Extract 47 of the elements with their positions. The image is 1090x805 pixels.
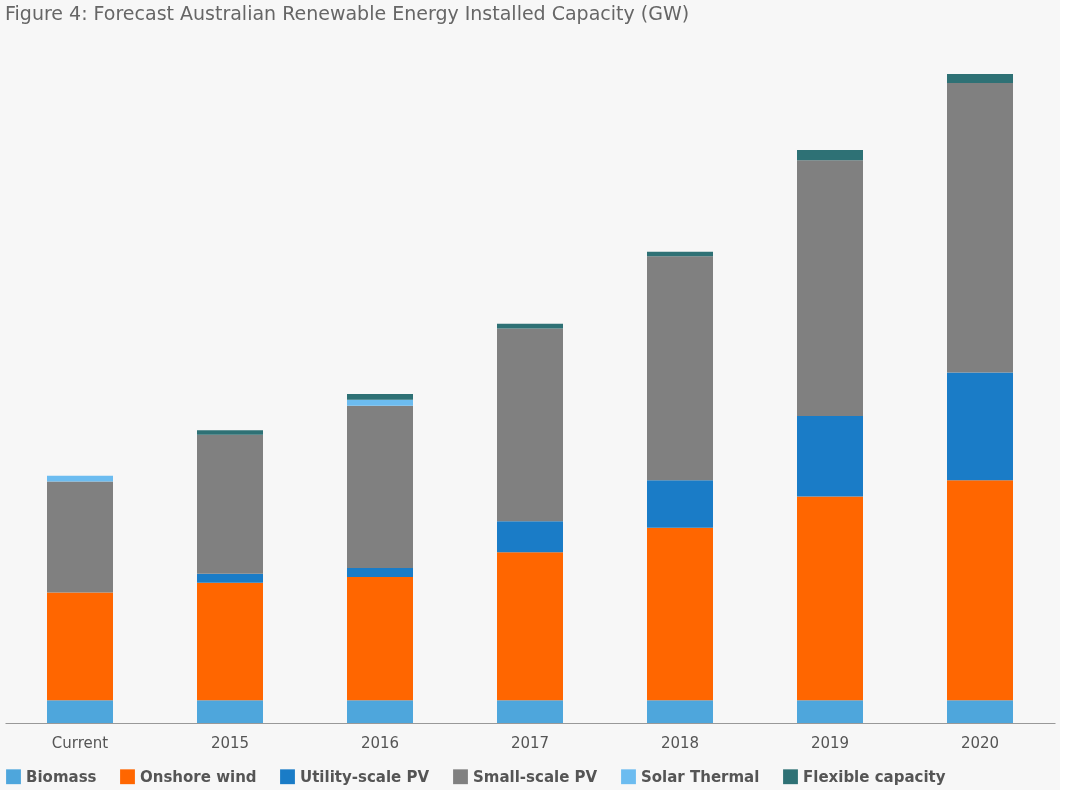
bar	[497, 521, 563, 553]
bar	[797, 496, 863, 701]
bar	[197, 582, 263, 701]
legend-label: Solar Thermal	[641, 767, 760, 786]
bar	[797, 700, 863, 723]
legend-label: Onshore wind	[140, 767, 257, 786]
bar	[347, 576, 413, 701]
legend-label: Utility-scale PV	[300, 767, 430, 786]
x-tick-label: 2020	[960, 733, 1000, 752]
bar	[947, 83, 1013, 373]
bar	[647, 256, 713, 481]
bar	[197, 573, 263, 583]
bar	[947, 700, 1013, 723]
bar	[947, 74, 1013, 84]
bar	[47, 700, 113, 723]
bar	[647, 480, 713, 528]
x-tick-label: 2016	[360, 733, 400, 752]
x-tick-label: 2018	[660, 733, 700, 752]
bar	[47, 481, 113, 593]
bar	[347, 567, 413, 577]
bar	[797, 416, 863, 497]
bar	[347, 700, 413, 723]
legend-label: Flexible capacity	[803, 767, 946, 786]
bar	[197, 434, 263, 574]
x-tick-label: 2019	[810, 733, 850, 752]
legend-label: Biomass	[26, 767, 97, 786]
x-tick-label: Current	[51, 733, 109, 752]
bar	[197, 430, 263, 435]
chart-title: Figure 4: Forecast Australian Renewable Energy Installed Capacity (GW)	[5, 2, 690, 24]
bar	[797, 149, 863, 161]
bar	[47, 592, 113, 701]
bar	[347, 399, 413, 406]
bar	[497, 700, 563, 723]
bar	[47, 475, 113, 482]
legend-label: Small-scale PV	[473, 767, 598, 786]
bar	[497, 552, 563, 701]
bar	[347, 393, 413, 400]
bar	[797, 160, 863, 417]
bar	[647, 700, 713, 723]
bar	[347, 405, 413, 568]
x-tick-label: 2015	[210, 733, 250, 752]
bar	[647, 527, 713, 701]
bar	[947, 480, 1013, 701]
x-tick-label: 2017	[510, 733, 550, 752]
bar	[947, 372, 1013, 481]
bar	[197, 700, 263, 723]
bar	[497, 328, 563, 522]
